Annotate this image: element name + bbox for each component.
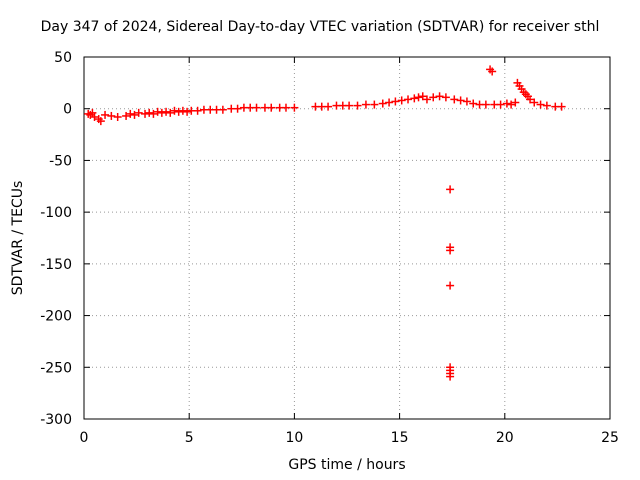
data-point	[149, 109, 158, 118]
data-point	[141, 109, 150, 118]
data-point	[378, 99, 387, 108]
data-point	[502, 99, 511, 108]
data-point	[441, 93, 450, 102]
data-point	[267, 103, 276, 112]
data-point	[542, 101, 551, 110]
data-point	[88, 108, 97, 117]
data-points	[84, 65, 566, 381]
y-tick-label: -100	[40, 205, 72, 221]
data-point	[233, 104, 242, 113]
x-tick-label: 15	[391, 430, 409, 446]
data-point	[281, 103, 290, 112]
data-point	[183, 107, 192, 116]
data-point	[404, 95, 413, 104]
data-point	[450, 95, 459, 104]
data-point	[174, 107, 183, 116]
data-point	[511, 98, 520, 107]
data-point	[290, 103, 299, 112]
y-tick-label: -250	[40, 360, 72, 376]
data-point	[410, 94, 419, 103]
data-point	[446, 246, 455, 255]
data-point	[193, 106, 202, 115]
x-tick-label: 25	[601, 430, 619, 446]
data-point	[252, 103, 261, 112]
data-point	[435, 92, 444, 101]
data-point	[414, 93, 423, 102]
data-point	[370, 100, 379, 109]
data-point	[496, 100, 505, 109]
data-point	[90, 112, 99, 121]
data-point	[130, 110, 139, 119]
data-point	[153, 107, 162, 116]
data-point	[361, 100, 370, 109]
data-point	[557, 102, 566, 111]
y-axis-label: SDTVAR / TECUs	[10, 180, 26, 296]
data-point	[469, 99, 478, 108]
data-point	[107, 111, 116, 120]
data-point	[507, 100, 516, 109]
data-point	[101, 110, 110, 119]
data-point	[134, 108, 143, 117]
y-tick-label: -150	[40, 257, 72, 273]
data-point	[446, 372, 455, 381]
data-point	[422, 95, 431, 104]
data-point	[462, 97, 471, 106]
y-tick-label: 50	[54, 50, 72, 66]
data-point	[170, 106, 179, 115]
x-tick-label: 20	[496, 430, 514, 446]
data-point	[446, 281, 455, 290]
data-point	[96, 117, 105, 126]
grid-lines	[84, 57, 610, 419]
data-point	[345, 101, 354, 110]
data-point	[166, 108, 175, 117]
data-point	[536, 100, 545, 109]
data-point	[429, 93, 438, 102]
x-tick-label: 10	[285, 430, 303, 446]
y-tick-label: -50	[49, 153, 72, 169]
chart-title: Day 347 of 2024, Sidereal Day-to-day VTE…	[40, 19, 600, 35]
y-tick-label: 0	[63, 102, 72, 118]
y-tick-label: -300	[40, 412, 72, 428]
x-axis-label: GPS time / hours	[288, 457, 406, 473]
data-point	[418, 92, 427, 101]
data-point	[481, 100, 490, 109]
data-point	[456, 96, 465, 105]
data-point	[145, 108, 154, 117]
data-point	[391, 97, 400, 106]
data-point	[324, 102, 333, 111]
data-point	[218, 105, 227, 114]
data-point	[157, 108, 166, 117]
data-point	[526, 95, 535, 104]
plot-frame	[83, 56, 611, 420]
axis-ticks: 0 5 10 15 20 25 -300 -250 -200 -150 -100 -50 0 50	[40, 50, 619, 446]
y-tick-label: -200	[40, 309, 72, 325]
data-point	[122, 111, 131, 120]
data-point	[385, 98, 394, 107]
data-point	[113, 112, 122, 121]
x-tick-label: 0	[80, 430, 89, 446]
data-point	[178, 106, 187, 115]
data-point	[353, 101, 362, 110]
data-point	[530, 98, 539, 107]
data-point	[126, 109, 135, 118]
data-point	[488, 67, 497, 76]
data-point	[162, 107, 171, 116]
data-point	[446, 185, 455, 194]
data-point	[397, 96, 406, 105]
x-tick-label: 5	[185, 430, 194, 446]
